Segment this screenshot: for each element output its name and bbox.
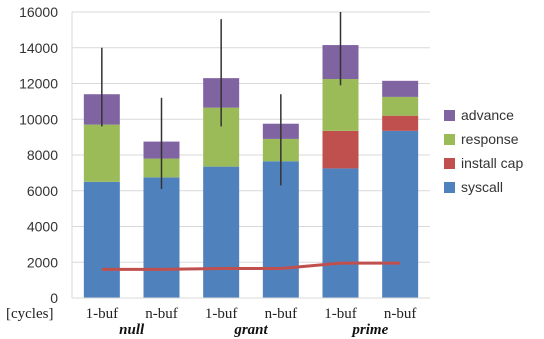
y-tick-label: 0: [50, 290, 58, 306]
bar-segment-syscall: [203, 166, 240, 298]
legend-label: syscall: [461, 179, 503, 195]
gridlines: [72, 11, 430, 299]
bar-segment-response: [83, 124, 120, 182]
x-group-label: null: [119, 322, 145, 338]
y-tick-label: 6000: [27, 183, 58, 199]
legend-swatch: [444, 134, 455, 145]
y-axis: 0 2000 4000 6000 8000 10000 12000 14000 16000: [19, 4, 73, 306]
y-tick-label: 12000: [19, 76, 58, 92]
y-tick-label: 2000: [27, 254, 58, 270]
bar-segment-response: [382, 96, 419, 116]
error-bars: [101, 12, 342, 189]
bar-segment-response: [322, 79, 359, 131]
bar-segment-advance: [382, 80, 419, 97]
baseline-polyline: [101, 261, 401, 271]
y-tick-label: 16000: [19, 4, 58, 20]
x-tick-label: n-buf: [384, 306, 417, 322]
y-tick-label: 10000: [19, 111, 58, 127]
bar-segment-syscall: [143, 177, 180, 298]
y-unit-label: [cycles]: [6, 306, 53, 322]
bar-segment-syscall: [382, 130, 419, 298]
x-tick-label: 1-buf: [324, 306, 357, 322]
legend-swatch: [444, 110, 455, 121]
legend-label: advance: [461, 107, 514, 123]
bar-segment-install-cap: [382, 115, 419, 131]
legend: advance response install cap syscall: [444, 107, 523, 195]
x-tick-label: n-buf: [145, 306, 178, 322]
x-tick-label: 1-buf: [86, 306, 119, 322]
legend-swatch: [444, 158, 455, 169]
x-tick-label: 1-buf: [205, 306, 238, 322]
bars: [83, 45, 419, 298]
bar-segment-syscall: [83, 181, 120, 298]
legend-label: response: [461, 131, 519, 147]
x-tick-label: n-buf: [265, 306, 298, 322]
bar-segment-install-cap: [322, 130, 359, 169]
y-tick-label: 4000: [27, 219, 58, 235]
bar-segment-syscall: [322, 168, 359, 298]
baseline-line: [101, 261, 401, 271]
legend-label: install cap: [461, 155, 523, 171]
x-group-label: prime: [350, 322, 388, 338]
legend-swatch: [444, 182, 455, 193]
x-group-label: grant: [233, 322, 268, 338]
y-tick-label: 14000: [19, 40, 58, 56]
y-tick-label: 8000: [27, 147, 58, 163]
